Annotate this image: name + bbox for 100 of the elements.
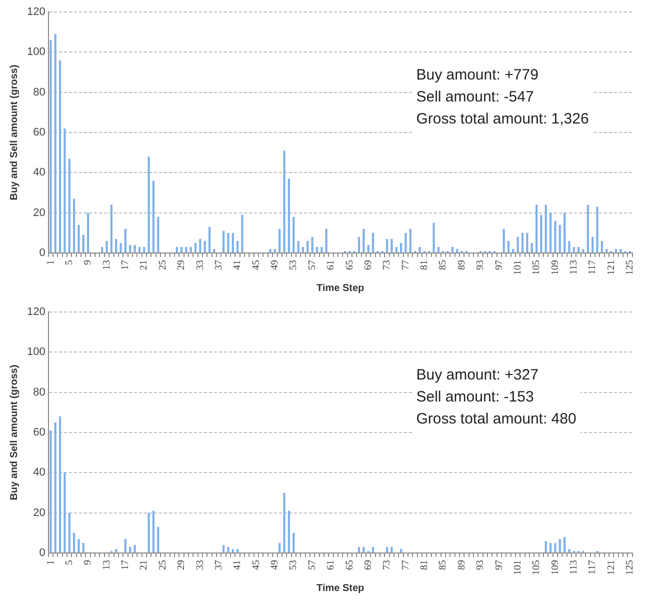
y-tick-label: 40 <box>33 466 46 479</box>
x-tick-label: 125 <box>624 260 636 275</box>
x-tick-label: 45 <box>250 560 262 570</box>
bar <box>232 232 234 252</box>
bar <box>278 228 281 252</box>
bar <box>592 236 594 252</box>
bar <box>269 248 272 252</box>
annotation: Gross total amount: 480 <box>416 410 576 428</box>
bar <box>512 248 514 252</box>
bar <box>68 512 70 552</box>
bar <box>516 236 519 252</box>
bar <box>456 248 458 252</box>
bar <box>87 212 90 252</box>
bar <box>544 204 547 252</box>
x-tick-label: 89 <box>456 260 468 270</box>
x-tick-label: 29 <box>176 560 188 570</box>
bar <box>572 246 575 252</box>
y-tick-label: 60 <box>33 126 46 139</box>
y-tick-label: 80 <box>33 86 46 98</box>
x-tick-label: 113 <box>568 560 580 575</box>
y-tick-label: 120 <box>26 6 46 18</box>
bar <box>306 240 309 252</box>
annotation: Buy amount: +779 <box>416 66 538 84</box>
y-tick-label: 80 <box>33 386 46 398</box>
x-tick-label: 117 <box>587 560 598 575</box>
bar <box>157 216 160 252</box>
bar <box>64 128 66 252</box>
bar <box>180 246 183 252</box>
bar <box>129 546 132 552</box>
bar <box>64 472 66 552</box>
bar <box>190 246 192 252</box>
bar <box>292 532 295 552</box>
bar <box>157 526 160 552</box>
bar <box>578 246 580 252</box>
bar <box>222 544 225 552</box>
bar <box>236 240 239 252</box>
bar <box>432 222 435 252</box>
x-tick-label: 41 <box>232 260 244 270</box>
x-tick-label: 1 <box>45 260 56 265</box>
x-tick-label: 45 <box>250 260 262 270</box>
bar <box>535 204 538 252</box>
x-tick-label: 21 <box>138 560 150 570</box>
bar <box>288 178 290 252</box>
bar <box>386 238 388 252</box>
x-tick-label: 9 <box>82 260 94 265</box>
x-tick-label: 93 <box>475 560 486 570</box>
bar <box>554 220 556 252</box>
bar <box>582 248 584 252</box>
bar <box>152 180 155 252</box>
x-tick-label: 21 <box>138 260 150 270</box>
y-tick-label: 100 <box>26 46 46 58</box>
bar <box>129 244 132 252</box>
bar <box>78 538 80 552</box>
bar <box>554 542 556 552</box>
x-tick-label: 25 <box>157 560 168 570</box>
x-tick-label: 73 <box>382 260 393 270</box>
bar <box>302 246 304 252</box>
x-tick-label: 41 <box>232 560 244 570</box>
bar <box>549 212 552 252</box>
bar <box>199 238 202 252</box>
bar <box>521 232 524 252</box>
bar <box>236 548 239 552</box>
x-tick-label: 97 <box>494 260 505 270</box>
bar <box>82 234 84 252</box>
bar <box>372 232 374 252</box>
bar <box>549 542 552 552</box>
bar <box>185 246 188 252</box>
x-tick-label: 57 <box>306 260 318 270</box>
bar <box>176 246 178 252</box>
x-tick-label: 9 <box>82 560 94 565</box>
bar <box>222 230 225 252</box>
x-tick-label: 109 <box>550 560 561 575</box>
x-tick-label: 49 <box>270 560 281 570</box>
bar <box>208 226 211 252</box>
x-tick-label: 53 <box>288 560 300 570</box>
bar <box>283 150 286 252</box>
bar <box>68 158 70 252</box>
y-tick-label: 0 <box>39 247 46 260</box>
x-tick-label: 29 <box>176 260 188 270</box>
y-axis-title: Buy and Sell amount (gross) <box>8 364 20 500</box>
bar <box>194 242 197 252</box>
bar <box>418 246 421 252</box>
bar <box>320 246 323 252</box>
x-tick-label: 33 <box>194 560 206 570</box>
bar <box>367 244 370 252</box>
bar <box>120 242 122 252</box>
bar <box>134 244 136 252</box>
bar <box>72 198 76 252</box>
bar <box>54 422 56 552</box>
bar <box>134 544 136 552</box>
annotation: Gross total amount: 1,326 <box>416 110 589 128</box>
bar <box>124 228 126 252</box>
x-tick-label: 49 <box>270 260 281 270</box>
bar <box>502 228 505 252</box>
bar <box>437 246 440 252</box>
x-tick-label: 37 <box>213 560 224 570</box>
bar <box>358 236 360 252</box>
bar <box>106 240 108 252</box>
x-tick-label: 105 <box>531 260 542 275</box>
x-tick-label: 121 <box>606 260 617 275</box>
